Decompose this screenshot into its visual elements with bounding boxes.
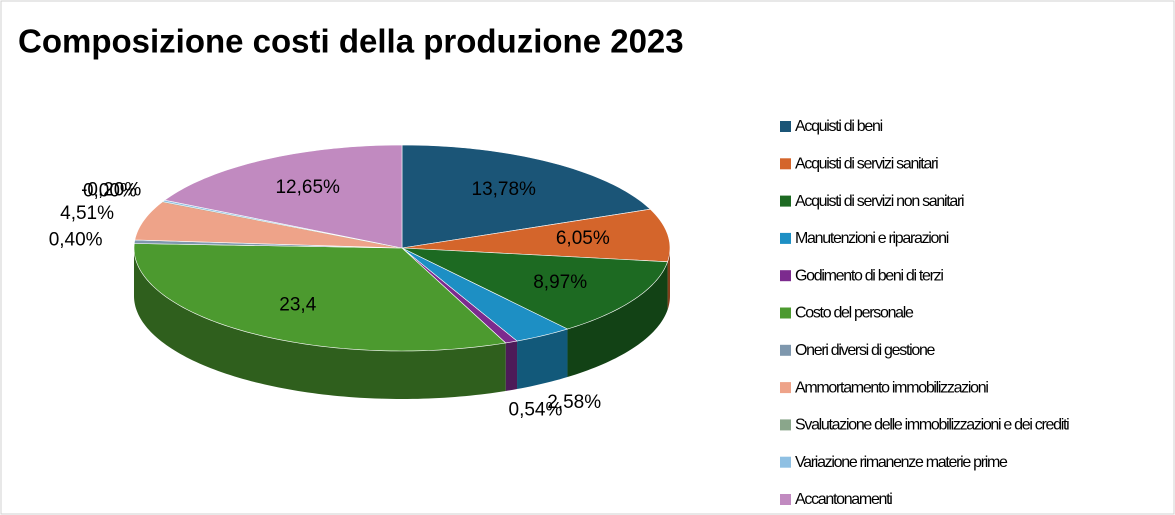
legend-swatch (780, 419, 791, 431)
pie-slice (134, 201, 403, 249)
pie-tops (133, 144, 671, 352)
legend-label: Oneri diversi di gestione (795, 342, 936, 359)
pie-slice (401, 247, 669, 330)
legend-swatch (780, 158, 791, 170)
pie-slice (163, 144, 403, 249)
legend-label: Manutenzioni e riparazioni (795, 230, 949, 247)
value-label: 8,97% (533, 272, 587, 293)
pie-slice-side (567, 261, 668, 378)
chart-title: Composizione costi della produzione 2023 (18, 23, 684, 60)
legend-swatch (780, 382, 791, 394)
legend-swatch (780, 270, 791, 282)
value-label: 23,4 (279, 294, 316, 315)
pie-slice-side (134, 248, 506, 399)
pie-sides (134, 248, 670, 399)
value-label: 6,05% (556, 228, 610, 249)
value-label: 4,51% (60, 203, 114, 224)
legend-label: Ammortamento immobilizzazioni (795, 379, 988, 396)
pie-slice (133, 243, 507, 352)
value-label: 12,65% (275, 177, 340, 198)
legend-swatch (780, 121, 791, 132)
pie-slice-side (667, 248, 670, 310)
pie-slice-side (505, 341, 518, 391)
value-label: 0,40% (49, 229, 103, 250)
legend-swatch (780, 344, 791, 356)
value-label: -0,20% (81, 180, 141, 201)
legend-swatch (780, 195, 791, 207)
value-label: 0,00% (83, 181, 137, 202)
legend-label: Accantonamenti (795, 491, 892, 508)
legend-label: Acquisti di servizi sanitari (795, 156, 938, 173)
legend-swatch (780, 232, 791, 244)
pie-slice (401, 208, 671, 263)
value-labels: 13,78% 6,05% 8,97% 2,58%0,54% 23,4 0,40% 4,51%… (49, 177, 610, 421)
legend-label: Godimento di beni di terzi (795, 267, 943, 284)
value-label: 13,78% (472, 179, 537, 200)
legend-label: Svalutazione delle immobilizzazioni e de… (795, 417, 1069, 434)
legend-swatch (780, 456, 791, 468)
legend-label: Acquisti di beni (795, 118, 883, 135)
legend-swatch (780, 494, 791, 505)
value-label: 2,58% (547, 392, 601, 413)
pie-slice-side (517, 329, 568, 390)
legend-label: Costo del personale (795, 305, 914, 322)
legend-label: Variazione rimanenze materie prime (795, 454, 1008, 471)
pie-slice (401, 144, 651, 249)
value-label: 0,54% (509, 400, 563, 421)
legend-label: Acquisti di servizi non sanitari (795, 193, 964, 210)
pie-slice (401, 247, 569, 342)
legend-swatch (780, 307, 791, 319)
